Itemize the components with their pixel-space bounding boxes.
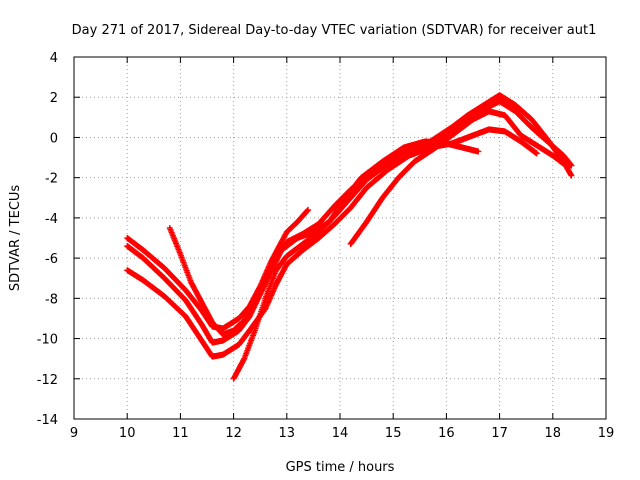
x-tick-label: 12 [225, 426, 242, 441]
y-tick-label: -8 [45, 292, 58, 307]
y-tick-label: -4 [45, 212, 58, 227]
x-tick-labels: 9 10 11 12 13 14 15 16 17 18 19 [70, 426, 614, 441]
chart-title: Day 271 of 2017, Sidereal Day-to-day VTE… [72, 23, 597, 38]
y-tick-label: -6 [45, 252, 58, 267]
data-point [533, 150, 540, 157]
data-point [568, 172, 575, 179]
data-point [305, 206, 312, 213]
y-tick-labels: -14 -12 -10 -8 -6 -4 -2 0 2 4 [37, 51, 58, 428]
series-track-3 [124, 126, 540, 360]
y-tick-label: -14 [37, 413, 58, 428]
x-tick-label: 11 [172, 426, 189, 441]
x-tick-label: 14 [332, 426, 349, 441]
data-points [124, 92, 575, 382]
y-tick-label: -12 [37, 373, 58, 388]
y-tick-label: 4 [50, 51, 58, 66]
grid [74, 57, 606, 419]
x-axis-label: GPS time / hours [286, 460, 395, 475]
axis-ticks [73, 56, 607, 420]
y-tick-label: -2 [45, 172, 58, 187]
y-axis-label: SDTVAR / TECUs [8, 185, 23, 292]
x-tick-label: 19 [598, 426, 615, 441]
x-tick-label: 10 [119, 426, 136, 441]
y-tick-label: -10 [37, 333, 58, 348]
series-track-5 [230, 92, 575, 382]
data-point [475, 148, 482, 155]
y-tick-label: 2 [50, 91, 58, 106]
x-tick-label: 16 [438, 426, 455, 441]
series-track-4 [166, 98, 575, 338]
x-tick-label: 15 [385, 426, 402, 441]
x-tick-label: 9 [70, 426, 78, 441]
x-tick-label: 17 [491, 426, 508, 441]
y-tick-label: 0 [50, 131, 58, 146]
series-track-6 [347, 108, 572, 248]
data-point [565, 164, 572, 171]
x-tick-label: 13 [279, 426, 296, 441]
x-tick-label: 18 [545, 426, 562, 441]
